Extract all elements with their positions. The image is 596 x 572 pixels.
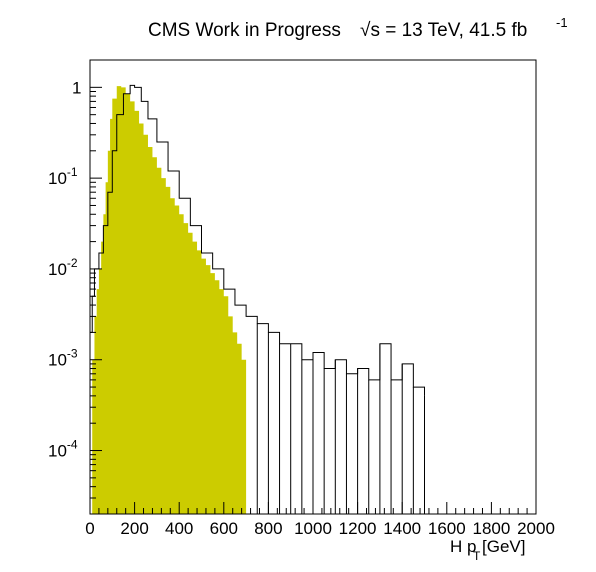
x-tick-label: 0: [85, 519, 94, 538]
x-axis-title-subscript: T: [473, 549, 481, 563]
svg-text:√s = 13 TeV, 41.5 fb: √s = 13 TeV, 41.5 fb: [360, 20, 527, 41]
histogram-fill-layer: [90, 86, 247, 514]
x-axis-title-unit: [GeV]: [482, 537, 525, 556]
x-tick-label: 2000: [517, 519, 555, 538]
x-tick-label: 1200: [339, 519, 377, 538]
y-tick-exponent: -2: [67, 256, 78, 270]
x-tick-label: 1400: [383, 519, 421, 538]
title-sqrt-symbol: √: [360, 20, 371, 41]
y-tick-exponent: -1: [67, 165, 78, 179]
title-energy-exponent: -1: [556, 15, 568, 30]
x-tick-label: 1800: [472, 519, 510, 538]
y-tick-label: 10-3: [48, 347, 78, 370]
histogram-fill: [90, 86, 247, 514]
y-tick-exponent: -3: [67, 347, 78, 361]
svg-text:T: T: [473, 549, 481, 563]
y-axis: 10-410-310-210-11: [48, 59, 102, 515]
x-tick-label: 400: [165, 519, 193, 538]
histogram-line-layer: [90, 84, 425, 514]
svg-text:[GeV]: [GeV]: [482, 537, 525, 556]
title-prefix: CMS Work in Progress: [148, 20, 341, 41]
title-energy: s = 13 TeV, 41.5 fb: [370, 20, 527, 41]
x-axis-title-main: H p: [450, 537, 476, 556]
y-tick-label: 10-2: [48, 256, 78, 279]
y-tick-label: 1: [72, 78, 81, 97]
y-tick-label: 10-1: [48, 165, 78, 188]
x-tick-label: 200: [120, 519, 148, 538]
x-axis: 0 200 400 600 800 1000 1200 1400 1600 1800 2000: [85, 502, 555, 538]
y-tick-exponent: -4: [67, 438, 78, 452]
x-tick-label: 1000: [294, 519, 332, 538]
svg-text:H p: H p: [450, 537, 476, 556]
x-tick-label: 800: [254, 519, 282, 538]
y-tick-base: 1: [72, 78, 81, 97]
y-tick-label: 10-4: [48, 438, 78, 461]
y-tick-base: 10: [48, 442, 67, 461]
y-tick-base: 10: [48, 351, 67, 370]
svg-text:-1: -1: [556, 15, 568, 30]
y-tick-base: 10: [48, 169, 67, 188]
x-axis-title: H p T [GeV]: [450, 537, 525, 563]
svg-text:CMS Work in Progress: CMS Work in Progress: [148, 20, 341, 41]
x-tick-label: 1600: [428, 519, 466, 538]
chart-title: CMS Work in Progress √s = 13 TeV, 41.5 f…: [148, 15, 568, 41]
x-tick-label: 600: [210, 519, 238, 538]
y-tick-base: 10: [48, 260, 67, 279]
